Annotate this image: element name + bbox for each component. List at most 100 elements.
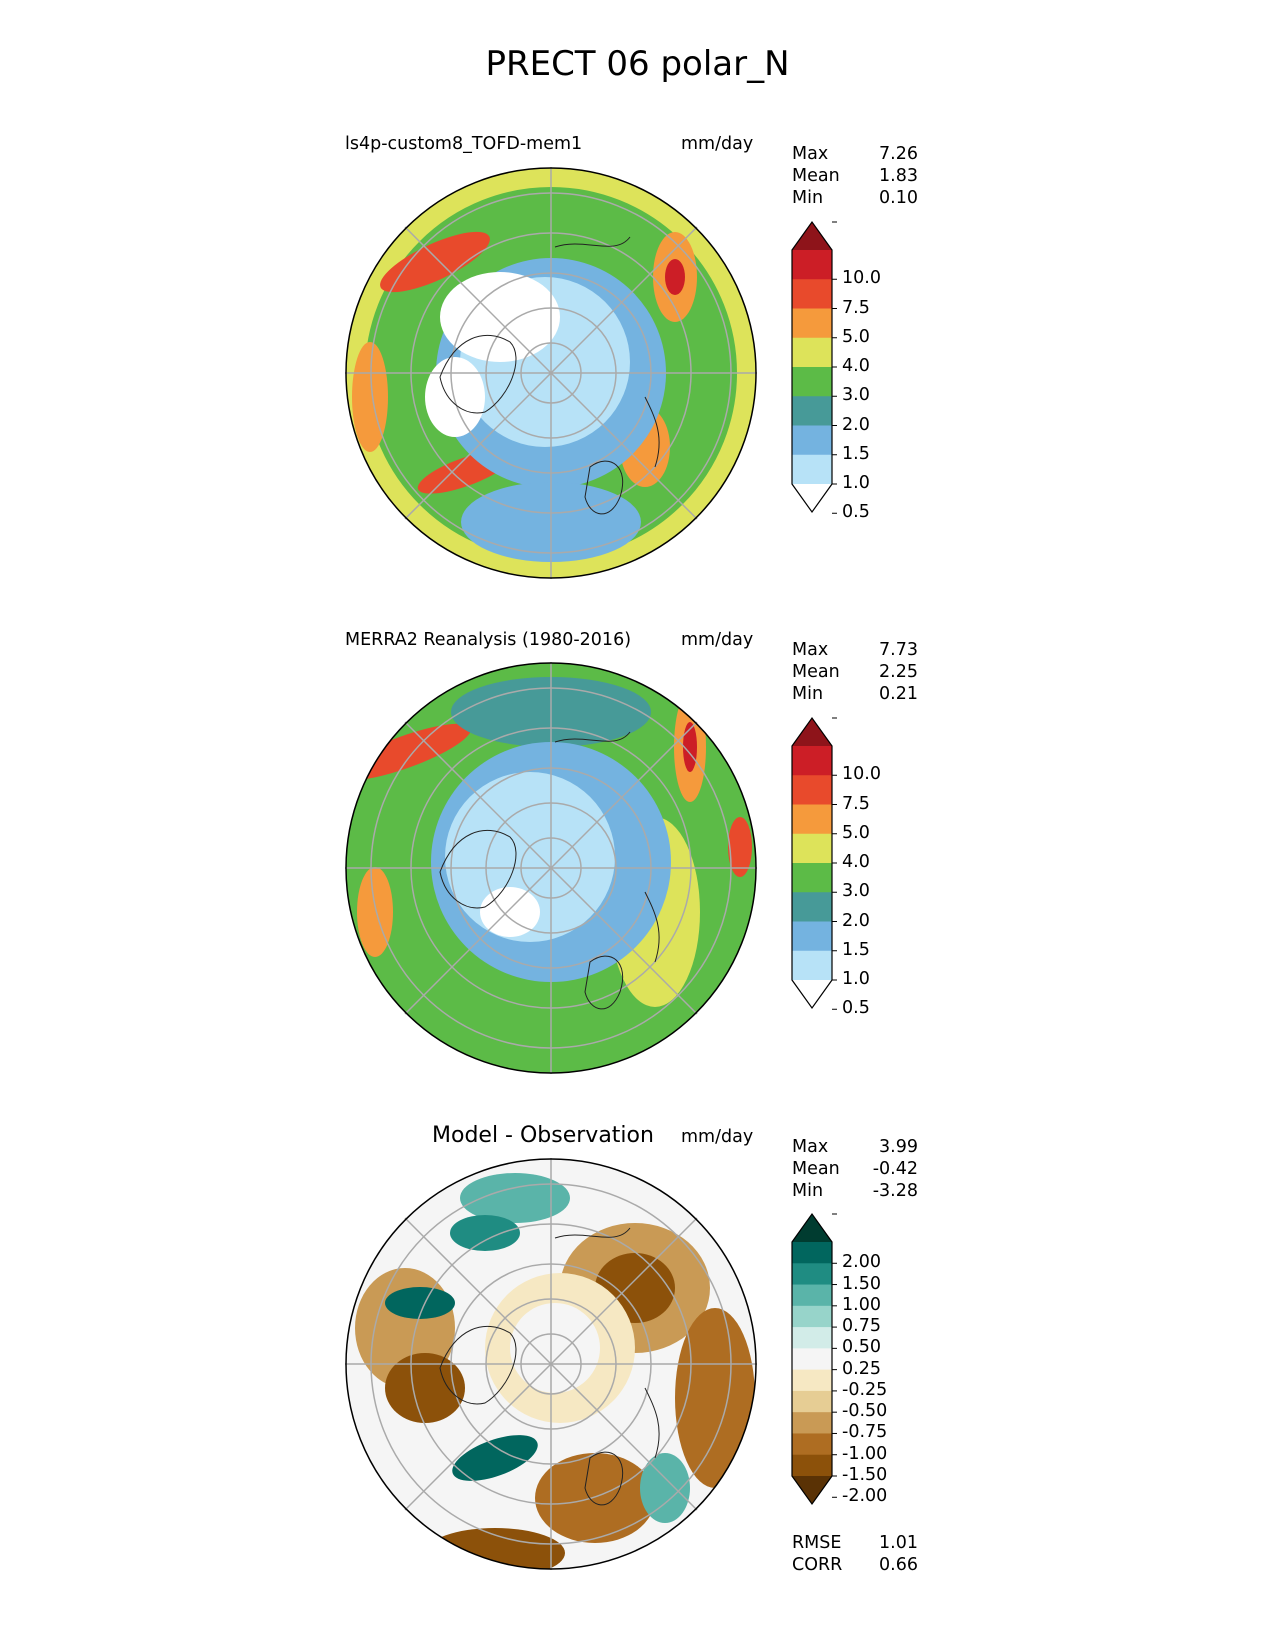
panel1-pacific-storm-track: [380, 231, 490, 293]
panel1-colorbar-tick-label: 3.0: [842, 385, 870, 406]
panel3-west-dry-core: [385, 1353, 465, 1423]
panel3-colorbar-tick-label: 1.00: [842, 1294, 881, 1315]
panel2-far-east: [728, 817, 752, 877]
panel1-colorbar-segment: [792, 337, 832, 368]
panel2-colorbar-tick-label: 0.5: [842, 998, 870, 1019]
panel3-map-border: [345, 1158, 757, 1570]
panel3-north-wet-2: [450, 1215, 520, 1251]
panel1-dry-zone-2: [425, 357, 485, 437]
figure-title: PRECT 06 polar_N: [485, 44, 790, 84]
panel3-corr-value: 0.66: [879, 1555, 918, 1575]
panel2-max-value: 7.73: [879, 640, 918, 660]
panel3-colorbar-tick-label: 0.75: [842, 1316, 881, 1337]
panel2-colorbar-extend-max: [792, 718, 832, 746]
panel3-colorbar-segment: [792, 1369, 832, 1392]
panel3-colorbar-tick-label: -0.50: [842, 1401, 888, 1422]
panel3-corr-label: CORR: [792, 1555, 843, 1575]
panel2-colorbar-segment: [792, 892, 832, 922]
panel1-colorbar-segment: [792, 425, 832, 456]
panel2-atlantic-core: [683, 722, 697, 772]
panel1-mean-value: 1.83: [879, 166, 918, 186]
panel3-rmse-value: 1.01: [879, 1533, 918, 1553]
panel3-colorbar-segment: [792, 1412, 832, 1434]
panel1-colorbar-extend-min: [792, 484, 832, 512]
panel2-colorbar-tick-label: 2.0: [842, 910, 870, 931]
panel2-colorbar-tick-label: 7.5: [842, 793, 870, 814]
panel3-colorbar-segment: [792, 1454, 832, 1477]
panel3-max-label: Max: [792, 1137, 829, 1157]
panel1-units: mm/day: [681, 134, 754, 154]
panel2-colorbar-tick-label: 4.0: [842, 852, 870, 872]
panel1-colorbar-extend-max: [792, 222, 832, 250]
panel2-colorbar-tick-label: 10.0: [842, 764, 881, 785]
panel2-max-label: Max: [792, 640, 829, 660]
panel2-graticule: [345, 662, 757, 1074]
panel3-colorbar-tick-label: 0.50: [842, 1337, 881, 1358]
panel1-colorbar: [791, 220, 837, 514]
panel1-colorbar-segment: [792, 454, 832, 485]
panel1-min-label: Min: [792, 188, 824, 208]
panel1-colorbar-segment: [792, 250, 832, 280]
panel1-colorbar-tick-label: 1.5: [842, 443, 870, 464]
panel1-colorbar-segment: [792, 279, 832, 309]
panel2-colorbar-segment: [792, 775, 832, 805]
panel3-min-value: -3.28: [872, 1181, 918, 1201]
panel2-colorbar-segment: [792, 863, 832, 893]
panel3-mean-value: -0.42: [872, 1159, 918, 1179]
panel3-units: mm/day: [681, 1127, 754, 1147]
panel3-colorbar-segment: [792, 1263, 832, 1286]
panel2-coastlines: [439, 731, 660, 1010]
panel1-colorbar-tick-label: 5.0: [842, 326, 870, 347]
panel1-graticule: [345, 167, 757, 579]
panel1-colorbar-tick-label: 7.5: [842, 297, 870, 318]
panel3-north-wet: [460, 1173, 570, 1223]
panel3-graticule: [345, 1158, 757, 1570]
panel1-map-border: [345, 167, 757, 579]
panel3-east-wet: [640, 1453, 690, 1523]
panel3-asia-wet: [452, 1435, 538, 1481]
panel2-colorbar-extend-min: [792, 980, 832, 1008]
panel1-max-value: 7.26: [879, 144, 918, 164]
panel2-colorbar-tick-label: 1.0: [842, 969, 870, 989]
panel2-colorbar-tick-label: 3.0: [842, 881, 870, 902]
panel2-colorbar-segment: [792, 833, 832, 864]
panel1-colorbar-segment: [792, 367, 832, 397]
panel2-colorbar-segment: [792, 921, 832, 952]
panel2-colorbar-segment: [792, 950, 832, 981]
panel1-max-label: Max: [792, 144, 829, 164]
panel2-min-value: 0.21: [879, 684, 918, 704]
panel1-coastlines: [439, 236, 660, 515]
panel1-polar-map: [345, 167, 757, 579]
panel1-colorbar-tick-label: 1.0: [842, 473, 870, 493]
panel3-colorbar-segment: [792, 1348, 832, 1371]
panel2-colorbar-tick-label: 5.0: [842, 822, 870, 843]
panel3-title: Model - Observation: [432, 1123, 654, 1148]
panel3-colorbar-extend-max: [792, 1214, 832, 1242]
panel3-colorbar-tick-label: -0.75: [842, 1422, 888, 1443]
panel1-atlantic-core: [665, 259, 685, 295]
panel3-colorbar-segment: [792, 1305, 832, 1328]
panel3-colorbar-tick-label: -1.00: [842, 1443, 888, 1464]
panel3-colorbar-tick-label: 0.25: [842, 1358, 881, 1379]
panel3-colorbar-segment: [792, 1327, 832, 1349]
panel3-max-value: 3.99: [879, 1137, 918, 1157]
panel1-mean-label: Mean: [792, 166, 840, 186]
panel3-colorbar-tick-label: -2.00: [842, 1486, 888, 1507]
panel3-colorbar-segment: [792, 1390, 832, 1413]
panel3-colorbar-tick-label: -1.50: [842, 1465, 888, 1485]
panel3-mean-label: Mean: [792, 1159, 840, 1179]
panel1-colorbar-segment: [792, 396, 832, 426]
panel2-mean-value: 2.25: [879, 662, 918, 682]
panel3-colorbar-tick-label: -0.25: [842, 1379, 888, 1400]
panel2-colorbar-tick-label: 1.5: [842, 939, 870, 960]
panel3-far-east-dry: [675, 1308, 755, 1488]
panel3-colorbar: [791, 1212, 837, 1506]
panel1-colorbar-segment: [792, 308, 832, 339]
panel3-colorbar-extend-min: [792, 1476, 832, 1504]
panel3-polar-map: [345, 1158, 757, 1570]
panel3-colorbar-tick-label: 1.50: [842, 1273, 881, 1294]
panel2-polar-map: [345, 662, 757, 1074]
panel3-rmse-label: RMSE: [792, 1533, 842, 1553]
panel2-units: mm/day: [681, 630, 754, 650]
panel2-colorbar: [791, 716, 837, 1010]
